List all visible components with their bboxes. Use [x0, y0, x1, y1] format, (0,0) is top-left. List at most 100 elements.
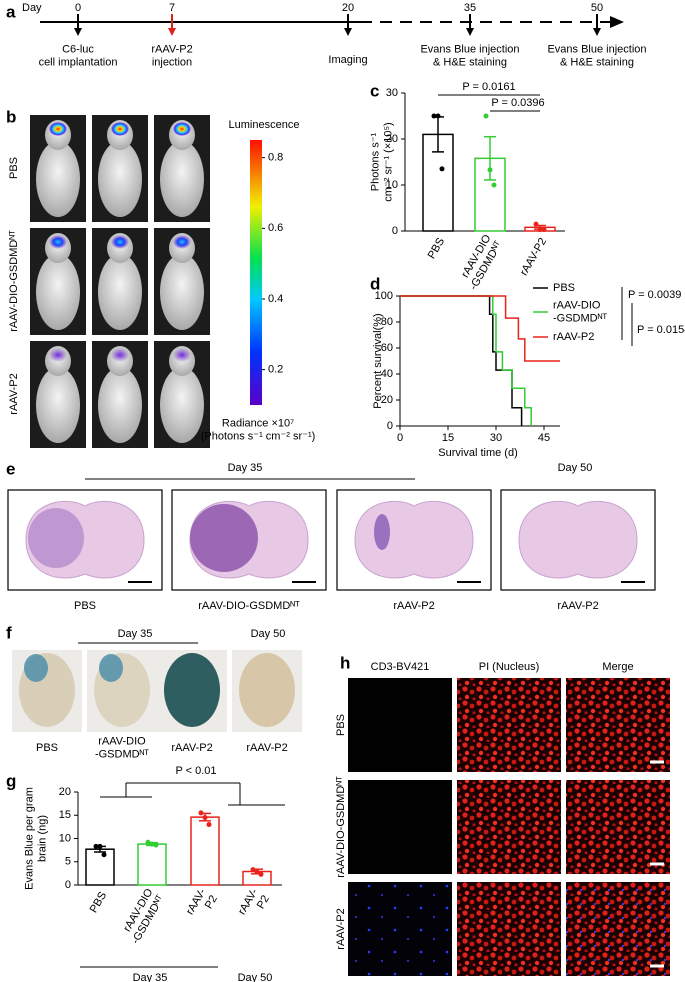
mouse-body [98, 141, 142, 217]
x-tick-label: rAAV-DIO-GSDMDᴺᵀ [456, 232, 505, 292]
legend-label: rAAV-P2 [553, 331, 594, 343]
panel-label: h [340, 653, 350, 672]
row-label: PBS [335, 714, 347, 736]
text-line: brain (ng) [37, 815, 49, 862]
data-point [533, 221, 539, 227]
y-tick-label: 0 [392, 225, 398, 237]
tumor [28, 508, 84, 568]
signal [173, 348, 191, 362]
tumor [374, 514, 390, 550]
data-point [483, 113, 489, 119]
signal [49, 348, 67, 362]
mouse-body [98, 367, 142, 443]
x-tick-label: 45 [538, 432, 550, 444]
brain-section [518, 500, 638, 579]
y-tick-label: 30 [386, 87, 398, 99]
group-label: Day 50 [238, 972, 273, 982]
x-tick-label: rAAV-P2 [518, 236, 549, 278]
data-point [541, 227, 547, 233]
data-point [435, 113, 441, 119]
text-line: C6-luc [62, 43, 94, 55]
event-label: Imaging [328, 54, 367, 66]
text-line: Evans Blue injection [420, 43, 519, 55]
data-point [250, 867, 256, 873]
y-axis-label: Photons s⁻¹cm⁻² sr⁻¹ (×10⁵) [369, 122, 394, 201]
y-tick-label: 100 [375, 290, 393, 302]
text-line: P2 [255, 893, 272, 911]
survival-line [400, 295, 560, 362]
legend-label: rAAV-DIO -GSDMDᴺᵀ [553, 299, 607, 324]
colorbar-tick-label: 0.4 [268, 293, 283, 305]
text-line: -GSDMDᴺᵀ [553, 313, 607, 325]
image-label: rAAV-DIO-GSDMDᴺᵀ [95, 735, 149, 760]
data-point [202, 815, 208, 821]
y-axis-label: Percent survival(%) [372, 313, 384, 408]
colorbar-tick-label: 0.8 [268, 152, 283, 164]
data-point [258, 871, 264, 877]
image-label: rAAV-DIO-GSDMDᴺᵀ [198, 600, 300, 612]
fluorescence-image [348, 780, 452, 874]
event-arrowhead [168, 28, 176, 36]
image-label: rAAV-P2 [171, 742, 212, 754]
fluorescence-image [566, 882, 670, 976]
data-point [149, 841, 155, 847]
y-tick-label: 40 [381, 368, 393, 380]
event-arrowhead [344, 28, 352, 36]
bar [190, 816, 220, 886]
x-tick-label: rAAV-P2 [184, 886, 220, 923]
event-label: C6-luc cell implantation [39, 43, 118, 68]
row-label: rAAV-P2 [335, 908, 347, 949]
mouse-body [98, 254, 142, 330]
image-label: rAAV-P2 [557, 600, 598, 612]
panel-label: c [370, 81, 379, 100]
fluorescence-image [566, 780, 670, 874]
image-label: PBS [36, 742, 58, 754]
column-header: PI (Nucleus) [479, 661, 540, 673]
y-tick-label: 20 [386, 133, 398, 145]
x-tick-label: rAAV-P2 [236, 886, 272, 923]
signal [49, 235, 67, 249]
row-label: PBS [8, 157, 20, 179]
timeline-day: 7 [169, 2, 175, 14]
data-point [93, 843, 99, 849]
colorbar [250, 140, 262, 405]
text-line: rAAV-DIO [98, 735, 146, 747]
y-tick-label: 5 [65, 856, 71, 868]
group-header: Day 50 [558, 462, 593, 474]
annotation: P = 0.0154 [637, 324, 685, 336]
colorbar-tick-label: 0.2 [268, 364, 283, 376]
text-line: injection [152, 57, 192, 69]
fluorescence-image [566, 678, 670, 772]
y-tick-label: 80 [381, 316, 393, 328]
event-arrowhead [74, 28, 82, 36]
text-line: Evans Blue injection [547, 43, 646, 55]
signal [49, 122, 67, 136]
signal [111, 235, 129, 249]
legend-label: PBS [553, 282, 575, 294]
signal [111, 122, 129, 136]
dye-patch [24, 654, 48, 682]
mouse-body [36, 254, 80, 330]
survival-line [400, 295, 532, 426]
y-tick-label: 0 [387, 420, 393, 432]
mouse-body [160, 141, 204, 217]
y-tick-label: 10 [386, 179, 398, 191]
timeline-day: 35 [464, 2, 476, 14]
y-tick-label: 15 [59, 809, 71, 821]
signal [173, 235, 191, 249]
y-axis-label: Evans Blue per grambrain (ng) [23, 787, 48, 890]
colorbar-tick-label: 0.6 [268, 222, 283, 234]
annotation: P = 0.0161 [462, 81, 515, 93]
text-line: Evans Blue per gram [23, 787, 35, 890]
text-line: & H&E staining [433, 57, 507, 69]
row-label: rAAV-DIO-GSDMDᴺᵀ [335, 776, 347, 878]
mouse-body [160, 254, 204, 330]
panel-label: b [6, 107, 16, 126]
group-header: Day 35 [118, 628, 153, 640]
fluorescence-image [457, 882, 561, 976]
text-line: cell implantation [39, 57, 118, 69]
colorbar-caption: Radiance ×10⁷ (Photons s⁻¹ cm⁻² sr⁻¹) [201, 417, 316, 442]
text-line: Photons s⁻¹ [369, 132, 381, 191]
